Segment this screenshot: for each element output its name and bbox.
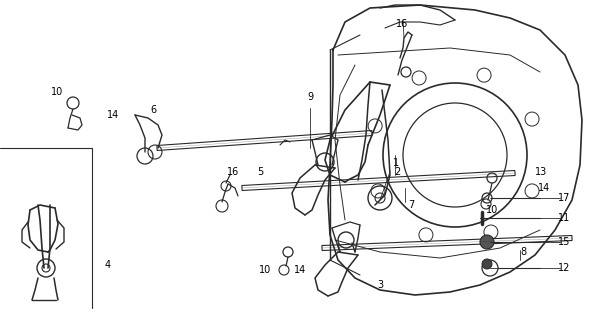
Text: 9: 9 xyxy=(307,92,313,102)
Text: 1: 1 xyxy=(393,158,399,168)
Text: 14: 14 xyxy=(107,110,119,120)
Text: 13: 13 xyxy=(535,167,547,177)
Ellipse shape xyxy=(480,235,494,249)
Text: 7: 7 xyxy=(408,200,414,210)
Text: 16: 16 xyxy=(396,19,408,29)
Text: 12: 12 xyxy=(558,263,570,273)
Text: 3: 3 xyxy=(377,280,383,290)
Text: 14: 14 xyxy=(294,265,306,275)
Text: 10: 10 xyxy=(486,205,498,215)
Text: 6: 6 xyxy=(150,105,156,115)
Text: 4: 4 xyxy=(105,260,111,270)
Text: 16: 16 xyxy=(227,167,239,177)
Text: 14: 14 xyxy=(538,183,550,193)
Text: 17: 17 xyxy=(558,193,570,203)
Ellipse shape xyxy=(482,259,492,269)
Text: 15: 15 xyxy=(558,237,570,247)
Text: 10: 10 xyxy=(51,87,63,97)
Text: 10: 10 xyxy=(259,265,271,275)
Text: 8: 8 xyxy=(520,247,526,257)
Text: 11: 11 xyxy=(558,213,570,223)
Text: 2: 2 xyxy=(394,167,400,177)
Text: 5: 5 xyxy=(257,167,263,177)
